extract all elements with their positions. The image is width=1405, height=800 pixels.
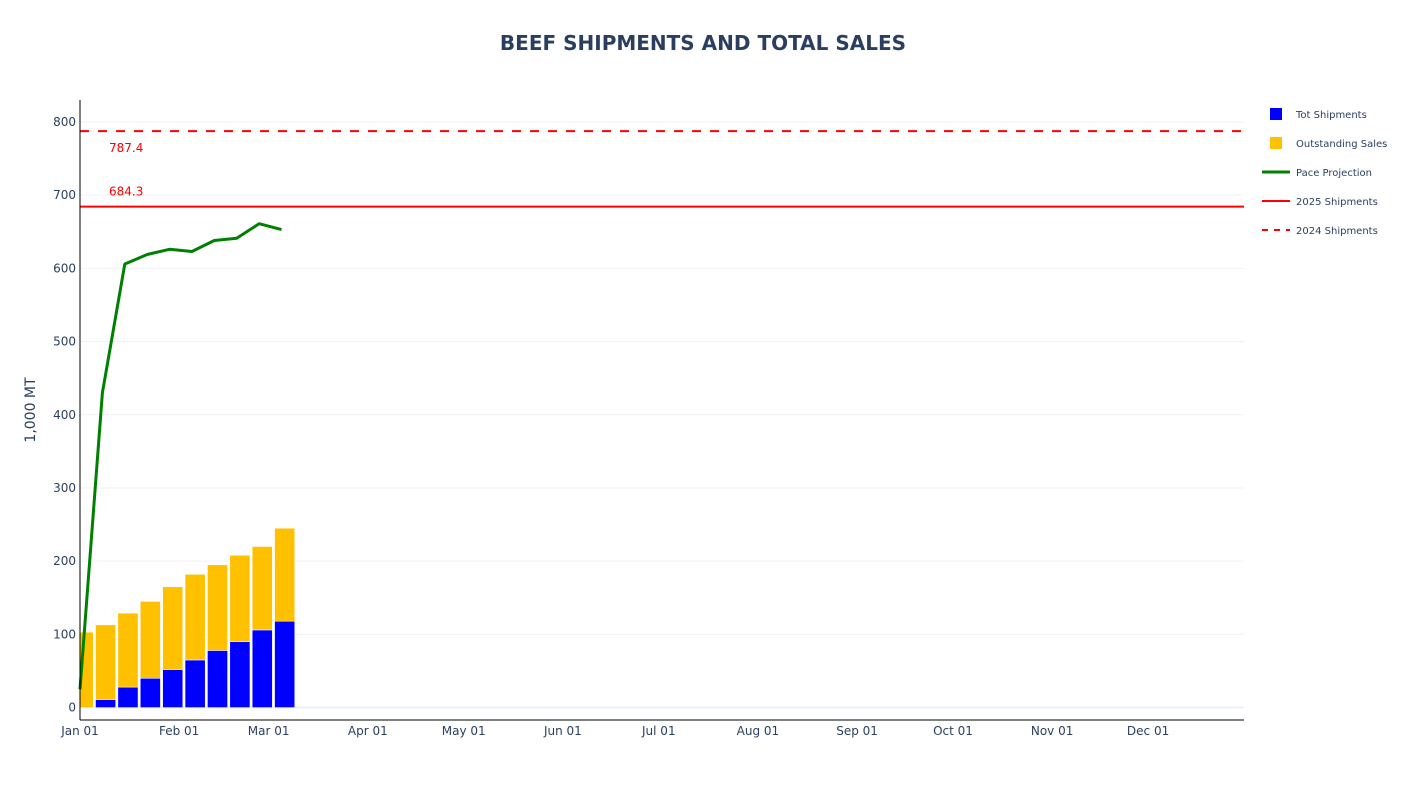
x-tick-label: Jun 01: [543, 724, 582, 738]
legend-item-2024-shipments[interactable]: 2024 Shipments: [1262, 226, 1378, 237]
legend[interactable]: Tot Shipments Outstanding Sales Pace Proje…: [1262, 108, 1387, 237]
y-tick-label: 400: [53, 408, 76, 422]
tot-shipments-bar: [117, 686, 139, 708]
outstanding-sales-bar: [140, 601, 161, 679]
tot-shipments-bar: [251, 629, 273, 708]
x-tick-label: Feb 01: [159, 724, 199, 738]
tot-shipments-bar: [184, 659, 206, 708]
x-tick-label: Nov 01: [1031, 724, 1074, 738]
outstanding-sales-bar: [274, 527, 295, 622]
gridlines: [80, 121, 1244, 709]
x-tick-label: Aug 01: [737, 724, 780, 738]
legend-item-tot-shipments[interactable]: Tot Shipments: [1270, 108, 1367, 121]
legend-item-2025-shipments[interactable]: 2025 Shipments: [1262, 197, 1378, 208]
x-tick-label: Sep 01: [836, 724, 878, 738]
tot-shipments-bar: [274, 620, 295, 708]
axes: [79, 100, 1244, 721]
y-tick-label: 300: [53, 481, 76, 495]
y-tick-label: 0: [68, 701, 76, 715]
2025-shipments-label: 684.3: [109, 185, 143, 199]
legend-item-outstanding-sales[interactable]: Outstanding Sales: [1270, 137, 1387, 150]
outstanding-sales-bar: [229, 555, 251, 642]
tot-shipments-bar: [95, 699, 116, 708]
y-tick-label: 100: [53, 627, 76, 641]
legend-swatch: [1270, 137, 1282, 149]
2024-shipments-label: 787.4: [109, 141, 143, 155]
line-series: [78, 222, 282, 690]
x-tick-label: Dec 01: [1127, 724, 1169, 738]
outstanding-sales-bar: [95, 624, 116, 700]
y-axis-ticks: 0 100 200 300 400 500 600 700 800: [53, 115, 76, 715]
legend-label: 2024 Shipments: [1296, 226, 1378, 237]
outstanding-sales-bar: [162, 586, 184, 670]
x-tick-label: Mar 01: [248, 724, 290, 738]
y-axis-title: 1,000 MT: [23, 377, 39, 443]
x-tick-label: Jan 01: [60, 724, 99, 738]
legend-label: 2025 Shipments: [1296, 197, 1378, 208]
legend-item-pace-projection[interactable]: Pace Projection: [1262, 168, 1372, 179]
legend-label: Pace Projection: [1296, 168, 1372, 179]
tot-shipments-bar: [229, 641, 251, 708]
legend-label: Outstanding Sales: [1296, 139, 1387, 150]
y-tick-label: 200: [53, 554, 76, 568]
outstanding-sales-bar: [251, 546, 273, 631]
x-tick-label: May 01: [442, 724, 486, 738]
outstanding-sales-bar: [117, 612, 139, 688]
y-tick-label: 500: [53, 335, 76, 349]
y-tick-label: 700: [53, 188, 76, 202]
bar-series: [79, 527, 295, 708]
chart-title: BEEF SHIPMENTS AND TOTAL SALES: [500, 31, 906, 55]
tot-shipments-bar: [140, 678, 161, 708]
pace-projection-line: [78, 222, 282, 690]
x-tick-label: Oct 01: [933, 724, 973, 738]
reference-lines: 684.3 787.4: [80, 130, 1244, 208]
legend-swatch: [1270, 108, 1282, 120]
legend-label: Tot Shipments: [1295, 110, 1367, 121]
y-tick-label: 600: [53, 261, 76, 275]
outstanding-sales-bar: [207, 564, 228, 651]
x-tick-label: Apr 01: [348, 724, 388, 738]
y-tick-label: 800: [53, 115, 76, 129]
tot-shipments-bar: [162, 669, 184, 708]
outstanding-sales-bar: [184, 574, 206, 661]
x-axis-ticks: Jan 01 Feb 01 Mar 01 Apr 01 May 01 Jun 01 Jul …: [60, 724, 1169, 738]
x-tick-label: Jul 01: [641, 724, 676, 738]
tot-shipments-bar: [207, 650, 228, 708]
